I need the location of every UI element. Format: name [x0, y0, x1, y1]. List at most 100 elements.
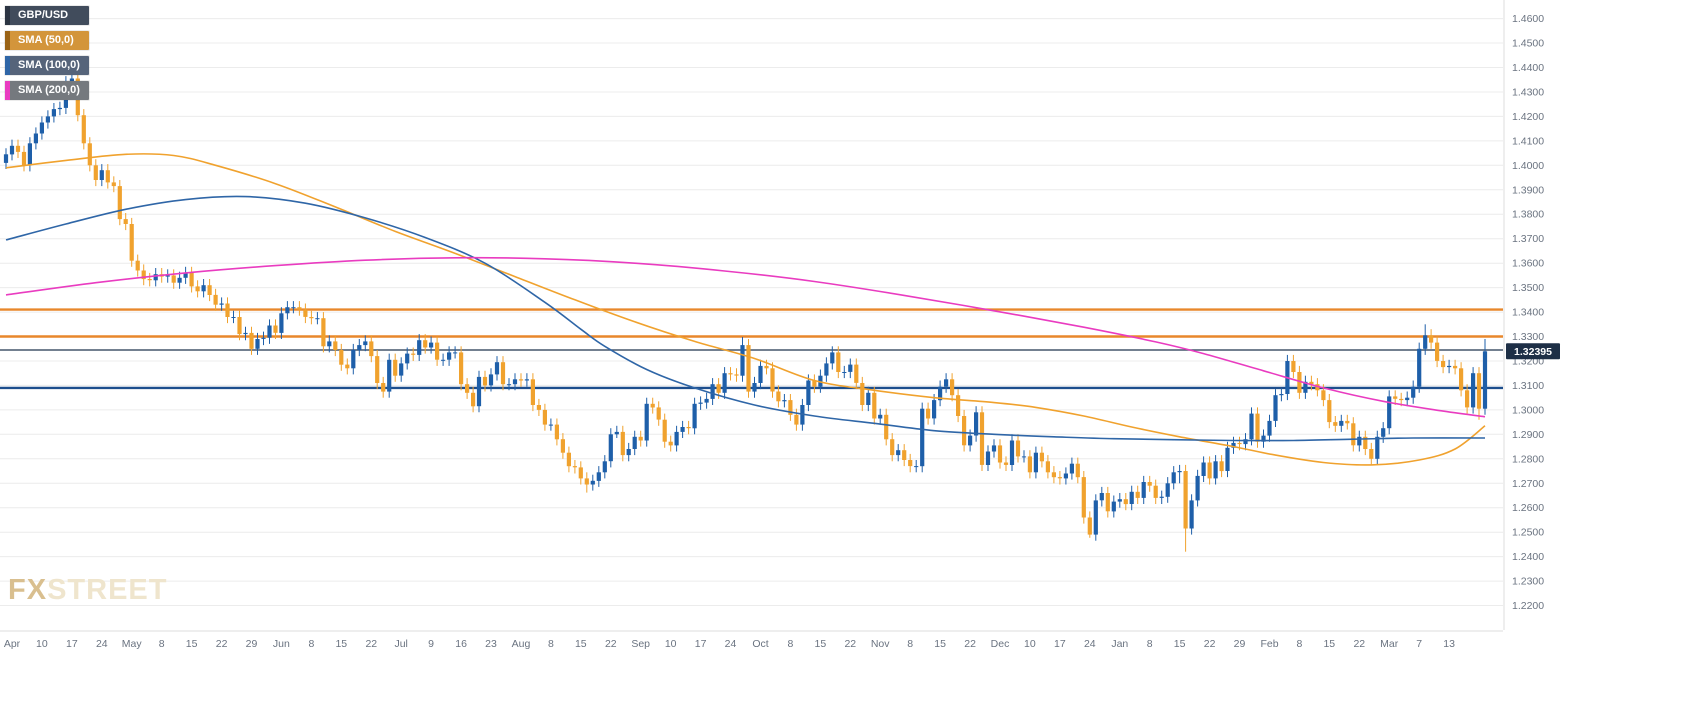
candle-body — [722, 373, 727, 393]
symbol-badge[interactable]: GBP/USD — [5, 6, 89, 25]
candle-body — [602, 461, 607, 473]
candle-body — [1435, 342, 1440, 361]
candle-body — [441, 359, 446, 361]
candle-body — [1357, 436, 1362, 446]
candle-body — [1237, 442, 1242, 445]
candle-body — [1201, 462, 1206, 476]
sma50-badge[interactable]: SMA (50,0) — [5, 31, 89, 50]
candle-body — [686, 427, 691, 429]
sma50-label: SMA (50,0) — [18, 34, 74, 46]
sma50-color-bar — [5, 31, 10, 50]
candle-body — [920, 408, 925, 467]
candle-body — [914, 466, 919, 468]
candle-body — [1183, 471, 1188, 529]
candle-body — [668, 441, 673, 446]
candle-body — [309, 317, 314, 319]
candle-body — [1309, 381, 1314, 385]
chart-legend: GBP/USD SMA (50,0) SMA (100,0) SMA (200,… — [5, 6, 89, 100]
candle-body — [1243, 439, 1248, 445]
y-tick-label: 1.3400 — [1512, 307, 1544, 319]
candle-body — [1261, 435, 1266, 442]
candle-body — [518, 379, 524, 381]
candle-body — [1447, 365, 1452, 368]
candle-body — [1399, 398, 1404, 401]
x-tick-label: 15 — [815, 638, 827, 650]
candle-body — [656, 407, 661, 420]
candle-body — [1195, 475, 1200, 501]
candle-body — [87, 143, 92, 166]
candle-body — [758, 365, 763, 383]
candle-body — [147, 279, 152, 281]
candle-body — [1123, 499, 1128, 505]
candle-body — [956, 395, 961, 416]
candle-body — [273, 325, 278, 333]
candle-body — [435, 342, 440, 360]
candle-body — [1333, 422, 1338, 426]
candle-body — [33, 133, 38, 144]
candle-body — [405, 353, 410, 364]
candle-body — [249, 332, 254, 349]
candle-body — [171, 275, 176, 283]
candle-body — [584, 478, 589, 485]
candle-body — [3, 154, 9, 163]
candle-body — [530, 379, 535, 405]
candle-body — [752, 383, 757, 392]
candle-body — [267, 325, 272, 338]
sma100-badge[interactable]: SMA (100,0) — [5, 56, 89, 75]
candle-body — [1129, 491, 1134, 504]
candle-body — [1069, 463, 1074, 474]
candle-body — [375, 356, 380, 383]
x-tick-label: 15 — [575, 638, 587, 650]
candle-body — [1117, 499, 1122, 502]
y-tick-label: 1.2900 — [1512, 429, 1544, 441]
candle-body — [1381, 428, 1386, 437]
candle-body — [201, 285, 206, 292]
y-tick-label: 1.3600 — [1512, 258, 1544, 270]
candle-body — [1351, 423, 1356, 446]
candle-body — [321, 318, 326, 347]
x-tick-label: 22 — [1353, 638, 1365, 650]
candle-body — [566, 452, 571, 467]
candle-body — [488, 374, 494, 386]
candle-body — [950, 379, 955, 396]
candle-body — [123, 219, 128, 224]
sma100-line — [5, 195, 1486, 442]
candle-body — [854, 364, 859, 383]
candle-body — [734, 374, 739, 376]
candle-body — [51, 109, 56, 117]
candle-body — [740, 345, 745, 376]
candle-body — [1003, 462, 1009, 465]
y-tick-label: 1.3700 — [1512, 233, 1544, 245]
last-price-badge — [1506, 343, 1560, 360]
candle-body — [351, 350, 356, 369]
candle-body — [1033, 452, 1038, 473]
y-tick-label: 1.4300 — [1512, 87, 1544, 99]
candle-body — [884, 414, 889, 440]
candle-body — [1411, 386, 1416, 398]
candle-body — [896, 450, 901, 456]
candle-body — [327, 341, 332, 347]
y-tick-label: 1.3800 — [1512, 209, 1544, 221]
candle-body — [93, 165, 98, 180]
candle-body — [1087, 517, 1092, 535]
x-tick-label: 7 — [1416, 638, 1422, 650]
candle-body — [153, 274, 158, 281]
candle-body — [1465, 390, 1470, 408]
candle-body — [399, 363, 404, 376]
x-tick-label: Mar — [1380, 638, 1399, 650]
sma50-line — [5, 153, 1486, 466]
candle-body — [985, 451, 991, 465]
candle-body — [135, 260, 140, 271]
candle-body — [620, 431, 625, 456]
candle-body — [1375, 436, 1380, 459]
candle-body — [650, 403, 655, 408]
candle-body — [692, 403, 697, 429]
candle-body — [1303, 381, 1308, 393]
sma200-badge[interactable]: SMA (200,0) — [5, 81, 89, 100]
candle-body — [962, 416, 967, 446]
x-tick-label: 22 — [216, 638, 228, 650]
x-tick-label: 15 — [335, 638, 347, 650]
candle-body — [1273, 395, 1278, 421]
candle-body — [165, 275, 170, 277]
